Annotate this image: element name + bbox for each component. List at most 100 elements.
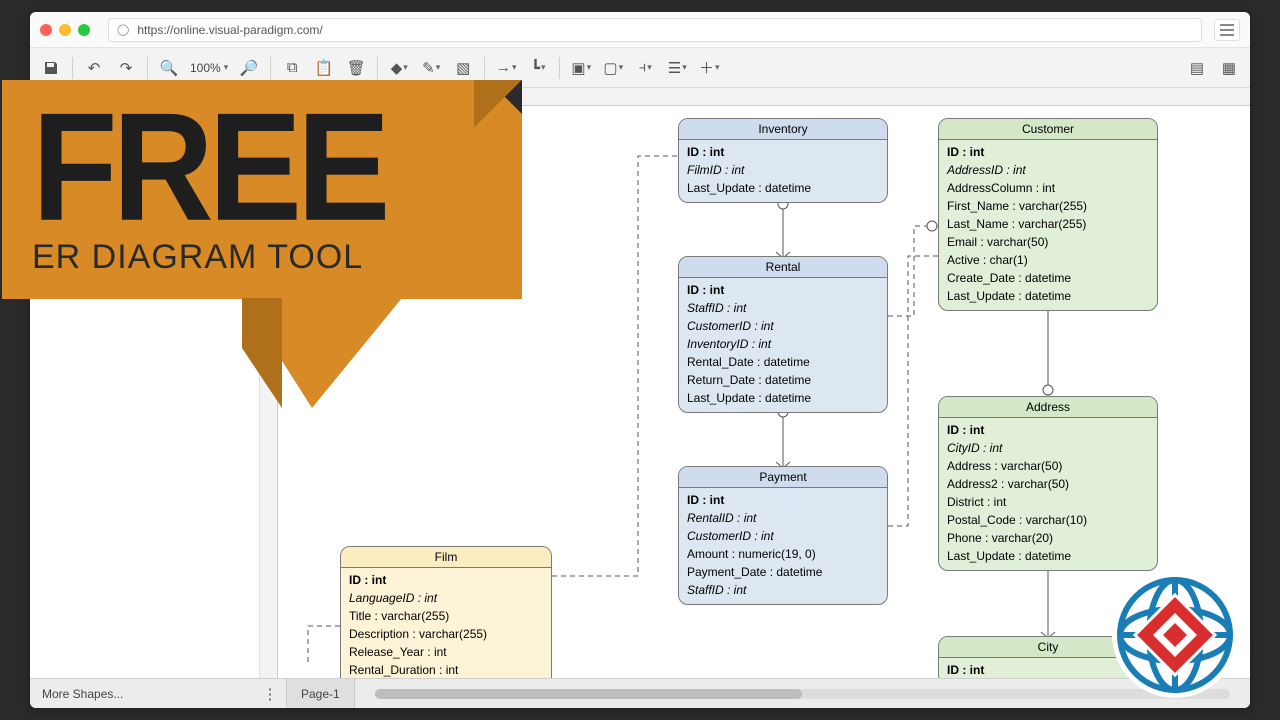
entity-inventory[interactable]: InventoryID : intFilmID : intLast_Update… xyxy=(678,118,888,203)
ruler-horizontal xyxy=(278,88,1250,106)
undo-icon[interactable]: ↶ xyxy=(79,54,109,82)
attr-row: Address : varchar(50) xyxy=(947,457,1149,475)
outline-panel-icon[interactable]: ▦ xyxy=(1214,54,1244,82)
attr-row: Create_Date : datetime xyxy=(947,269,1149,287)
canvas[interactable]: FilmID : intLanguageID : intTitle : varc… xyxy=(260,88,1250,678)
attr-row: StaffID : int xyxy=(687,299,879,317)
entity-film[interactable]: FilmID : intLanguageID : intTitle : varc… xyxy=(340,546,552,678)
attr-row: Address2 : varchar(50) xyxy=(947,475,1149,493)
attr-row: RentalID : int xyxy=(687,509,879,527)
fill-icon[interactable]: ◆▾ xyxy=(384,54,414,82)
attr-row: Last_Update : datetime xyxy=(947,287,1149,305)
back-icon[interactable]: ▢▾ xyxy=(598,54,628,82)
ruler-corner xyxy=(260,88,278,106)
shadow-icon[interactable]: ▧ xyxy=(448,54,478,82)
waypoint-icon[interactable]: ┗▾ xyxy=(523,54,553,82)
attr-row: Amount : numeric(19, 0) xyxy=(687,545,879,563)
entity-shape-icon xyxy=(42,159,60,172)
attr-row: Phone : varchar(20) xyxy=(947,529,1149,547)
redo-icon[interactable]: ↷ xyxy=(111,54,141,82)
entity-attrs: ID : intFilmID : intLast_Update : dateti… xyxy=(679,140,887,202)
attr-row: Active : char(1) xyxy=(947,251,1149,269)
attr-row: Release_Year : int xyxy=(349,643,543,661)
hamburger-icon[interactable] xyxy=(1214,19,1240,41)
copy-icon[interactable]: ⧉ xyxy=(277,54,307,82)
attr-row: Payment_Date : datetime xyxy=(687,563,879,581)
attr-row: Postal_Code : varchar(10) xyxy=(947,511,1149,529)
entity-customer[interactable]: CustomerID : intAddressID : intAddressCo… xyxy=(938,118,1158,311)
attr-row: ID : int xyxy=(687,143,879,161)
entity-title: Rental xyxy=(679,257,887,278)
maximize-dot[interactable] xyxy=(78,24,90,36)
entity-attrs: ID : intCityID : intAddress : varchar(50… xyxy=(939,418,1157,570)
attr-row: LanguageID : int xyxy=(349,589,543,607)
attr-row: Last_Update : datetime xyxy=(687,389,879,407)
page-tab[interactable]: Page-1 xyxy=(286,679,355,708)
attr-row: ID : int xyxy=(687,281,879,299)
entity-title: Address xyxy=(939,397,1157,418)
attr-row: InventoryID : int xyxy=(687,335,879,353)
toolbar: ↶ ↷ 🔍 100%▾ 🔎 ⧉ 📋 🗑 ◆▾ ✎▾ ▧ →▾ ┗▾ ▣▾ ▢▾ … xyxy=(30,48,1250,88)
attr-row: Rental_Date : datetime xyxy=(687,353,879,371)
align-icon[interactable]: ⫞▾ xyxy=(630,54,660,82)
entity-rental[interactable]: RentalID : intStaffID : intCustomerID : … xyxy=(678,256,888,413)
globe-icon: ◯ xyxy=(117,23,129,36)
shape-entity-2[interactable] xyxy=(30,177,259,200)
add-icon[interactable]: ＋▾ xyxy=(694,54,724,82)
zoom-out-icon[interactable]: 🔍 xyxy=(154,54,184,82)
entity-attrs: ID : intAddressID : intAddressColumn : i… xyxy=(939,140,1157,310)
close-dot[interactable] xyxy=(40,24,52,36)
minimize-dot[interactable] xyxy=(59,24,71,36)
attr-row: Rental_Duration : int xyxy=(349,661,543,678)
attr-row: CityID : int xyxy=(947,439,1149,457)
attr-row: Return_Date : datetime xyxy=(687,371,879,389)
page-menu-icon[interactable]: ⋮ xyxy=(260,680,280,708)
paste-icon[interactable]: 📋 xyxy=(309,54,339,82)
entity-attrs: ID : intLanguageID : intTitle : varchar(… xyxy=(341,568,551,678)
workarea: Se En xyxy=(30,88,1250,678)
zoom-in-icon[interactable]: 🔎 xyxy=(234,54,264,82)
connector-icon[interactable]: →▾ xyxy=(491,54,521,82)
entity-payment[interactable]: PaymentID : intRentalID : intCustomerID … xyxy=(678,466,888,605)
attr-row: AddressColumn : int xyxy=(947,179,1149,197)
distribute-icon[interactable]: ☰▾ xyxy=(662,54,692,82)
entity-title: Customer xyxy=(939,119,1157,140)
entity-title: Film xyxy=(341,547,551,568)
attr-row: CustomerID : int xyxy=(687,317,879,335)
attr-row: Last_Update : datetime xyxy=(947,547,1149,565)
diagram-surface[interactable]: FilmID : intLanguageID : intTitle : varc… xyxy=(278,106,1250,678)
panel-header[interactable]: En xyxy=(30,126,259,154)
bottom-bar: More Shapes... ⋮ Page-1 xyxy=(30,678,1250,708)
attr-row: Title : varchar(255) xyxy=(349,607,543,625)
save-icon[interactable] xyxy=(36,54,66,82)
entity-shape-icon-2 xyxy=(42,182,60,195)
attr-row: Email : varchar(50) xyxy=(947,233,1149,251)
visual-paradigm-logo-icon xyxy=(1110,570,1240,700)
shape-search[interactable]: Se xyxy=(36,94,253,120)
zoom-level[interactable]: 100%▾ xyxy=(186,61,232,75)
more-shapes-link[interactable]: More Shapes... xyxy=(30,687,260,701)
sidebar: Se En xyxy=(30,88,260,678)
horizontal-scrollbar[interactable] xyxy=(375,689,1230,699)
format-panel-icon[interactable]: ▤ xyxy=(1182,54,1212,82)
attr-row: First_Name : varchar(255) xyxy=(947,197,1149,215)
app-window: ◯ https://online.visual-paradigm.com/ ↶ … xyxy=(30,12,1250,708)
attr-row: Last_Update : datetime xyxy=(687,179,879,197)
attr-row: CustomerID : int xyxy=(687,527,879,545)
front-icon[interactable]: ▣▾ xyxy=(566,54,596,82)
url-bar[interactable]: ◯ https://online.visual-paradigm.com/ xyxy=(108,18,1202,42)
stroke-icon[interactable]: ✎▾ xyxy=(416,54,446,82)
delete-icon[interactable]: 🗑 xyxy=(341,54,371,82)
attr-row: StaffID : int xyxy=(687,581,879,599)
attr-row: ID : int xyxy=(349,571,543,589)
attr-row: ID : int xyxy=(687,491,879,509)
search-text: Se xyxy=(43,100,58,114)
ruler-vertical xyxy=(260,106,278,678)
attr-row: ID : int xyxy=(947,421,1149,439)
entity-attrs: ID : intStaffID : intCustomerID : intInv… xyxy=(679,278,887,412)
entity-attrs: ID : intRentalID : intCustomerID : intAm… xyxy=(679,488,887,604)
entity-address[interactable]: AddressID : intCityID : intAddress : var… xyxy=(938,396,1158,571)
shape-entity[interactable] xyxy=(30,154,259,177)
entity-title: Payment xyxy=(679,467,887,488)
window-controls xyxy=(40,24,90,36)
